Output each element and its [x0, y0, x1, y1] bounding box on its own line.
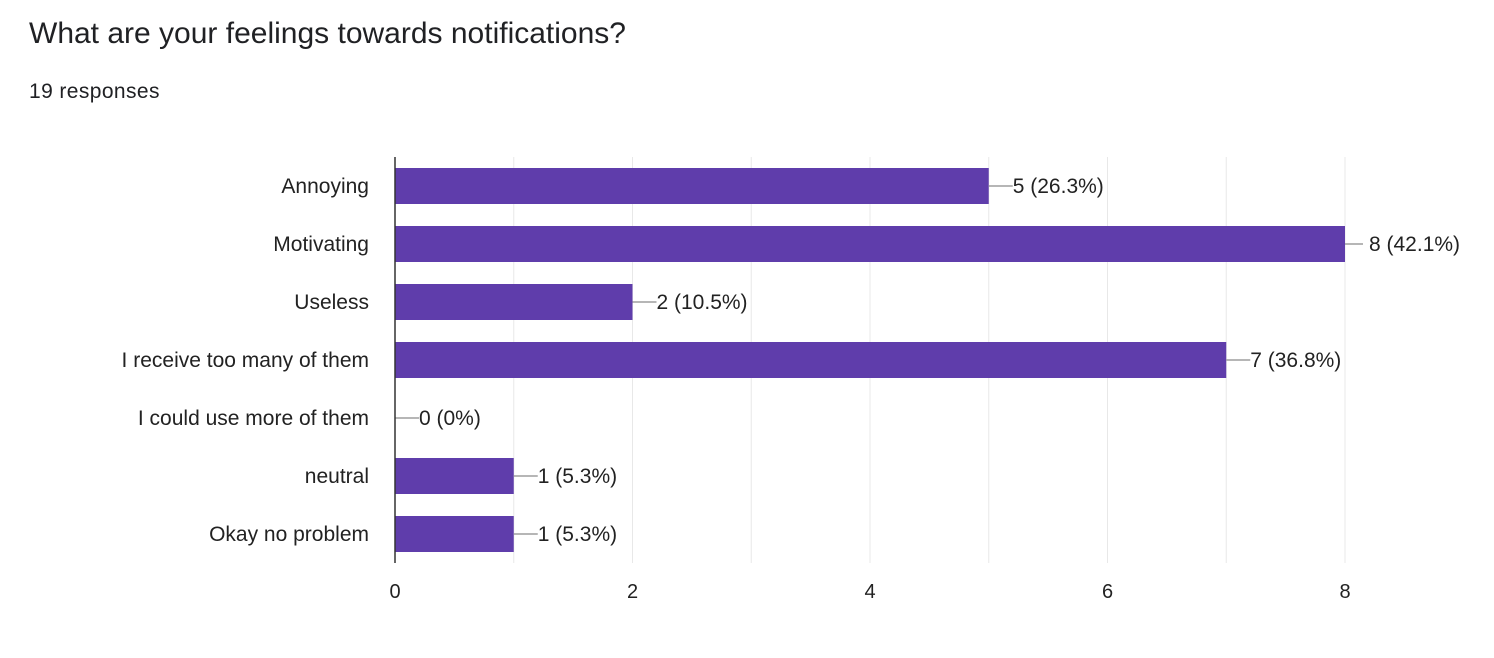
x-axis-ticks: 0 2 4 6 8 — [389, 581, 1350, 603]
bar — [395, 458, 514, 494]
chart-title: What are your feelings towards notificat… — [29, 17, 626, 50]
x-tick-label: 2 — [627, 581, 638, 603]
bar — [395, 284, 633, 320]
response-count: 19 responses — [29, 80, 160, 103]
data-label: 8 (42.1%) — [1369, 233, 1460, 256]
x-tick-label: 8 — [1339, 581, 1350, 603]
category-label: I could use more of them — [138, 407, 369, 430]
data-label: 7 (36.8%) — [1250, 349, 1341, 372]
category-label: I receive too many of them — [122, 349, 369, 372]
data-label: 0 (0%) — [419, 407, 481, 430]
data-label: 1 (5.3%) — [538, 523, 617, 546]
data-label: 2 (10.5%) — [657, 291, 748, 314]
category-label: Useless — [294, 291, 369, 314]
category-label: neutral — [305, 465, 369, 488]
bar — [395, 168, 989, 204]
data-label: 5 (26.3%) — [1013, 175, 1104, 198]
category-label: Okay no problem — [209, 523, 369, 546]
data-label: 1 (5.3%) — [538, 465, 617, 488]
category-label: Annoying — [281, 175, 369, 198]
bar — [395, 342, 1227, 378]
category-label: Motivating — [273, 233, 369, 256]
bar — [395, 516, 514, 552]
x-tick-label: 4 — [864, 581, 875, 603]
data-labels: 5 (26.3%) 8 (42.1%) 2 (10.5%) 7 (36.8%) 0 (0… — [395, 175, 1460, 546]
bars — [395, 168, 1345, 552]
x-tick-label: 0 — [389, 581, 400, 603]
category-labels: Annoying Motivating Useless I receive too m… — [122, 175, 369, 546]
bar — [395, 226, 1345, 262]
x-tick-label: 6 — [1102, 581, 1113, 603]
